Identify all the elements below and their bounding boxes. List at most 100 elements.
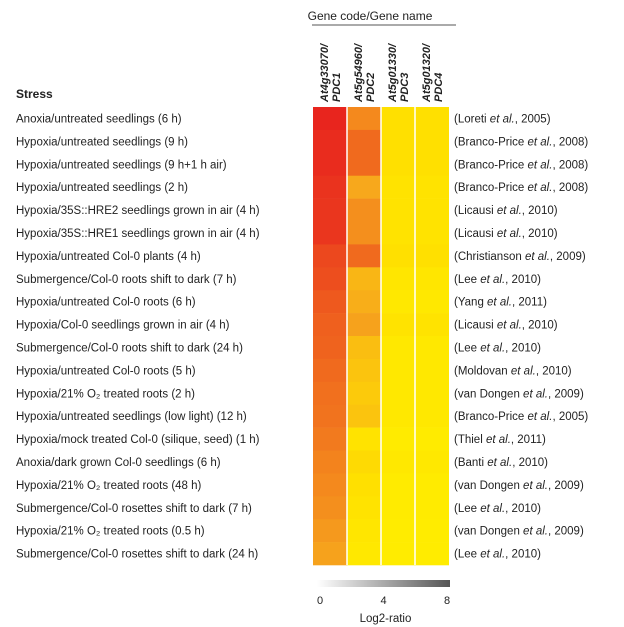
reference-etal: et al. bbox=[525, 251, 550, 263]
reference-etal: et al. bbox=[528, 159, 553, 171]
heatmap-cell bbox=[381, 358, 415, 383]
reference-etal: et al. bbox=[480, 549, 505, 561]
heatmap-cell bbox=[347, 473, 381, 497]
heatmap-cell bbox=[347, 221, 381, 245]
reference-etal: et al. bbox=[490, 113, 515, 125]
heatmap-cell bbox=[415, 427, 449, 451]
heatmap-cell bbox=[347, 336, 381, 360]
reference-year: , 2009) bbox=[548, 480, 584, 492]
heatmap-cell bbox=[347, 152, 381, 176]
reference-etal: et al. bbox=[487, 457, 512, 469]
column-name-label: PDC1 bbox=[331, 73, 343, 102]
heatmap-cell bbox=[313, 313, 347, 337]
reference-year: , 2010) bbox=[536, 365, 572, 377]
reference-author: (Thiel bbox=[454, 434, 486, 446]
stress-label: Submergence/Col-0 roots shift to dark (2… bbox=[16, 342, 243, 354]
reference-year: , 2005) bbox=[515, 113, 551, 125]
reference-label: (Lee et al., 2010) bbox=[454, 274, 541, 286]
heatmap-cell bbox=[415, 336, 449, 360]
heatmap-cell bbox=[415, 221, 449, 245]
reference-label: (Licausi et al., 2010) bbox=[454, 228, 558, 240]
reference-year: , 2010) bbox=[522, 320, 558, 332]
reference-author: (Lee bbox=[454, 549, 480, 561]
reference-etal: et al. bbox=[523, 480, 548, 492]
stress-label: Submergence/Col-0 rosettes shift to dark… bbox=[16, 503, 252, 515]
column-code-label: At5g01330/ bbox=[387, 42, 399, 103]
heatmap-cell bbox=[313, 450, 347, 474]
reference-author: (Yang bbox=[454, 297, 487, 309]
reference-author: (Lee bbox=[454, 503, 480, 515]
reference-year: , 2011) bbox=[511, 434, 546, 446]
heatmap-cell bbox=[415, 404, 449, 428]
heatmap-cell bbox=[347, 175, 381, 199]
stress-label: Hypoxia/21% O₂ treated roots (48 h) bbox=[16, 480, 202, 492]
heatmap-cell bbox=[415, 519, 449, 543]
reference-year: , 2011) bbox=[512, 297, 547, 309]
stress-label: Submergence/Col-0 roots shift to dark (7… bbox=[16, 274, 237, 286]
heatmap-cell bbox=[347, 290, 381, 314]
stress-label: Hypoxia/untreated seedlings (low light) … bbox=[16, 411, 247, 423]
heatmap-cell bbox=[313, 221, 347, 245]
heatmap-cell bbox=[347, 450, 381, 474]
reference-author: (Branco-Price bbox=[454, 182, 528, 194]
reference-label: (Lee et al., 2010) bbox=[454, 503, 541, 515]
heatmap-cell bbox=[381, 313, 415, 337]
reference-etal: et al. bbox=[480, 342, 505, 354]
heatmap-cell bbox=[415, 244, 449, 268]
stress-label: Hypoxia/untreated Col-0 plants (4 h) bbox=[16, 251, 201, 263]
heatmap-cell bbox=[347, 381, 381, 405]
heatmap-cell bbox=[347, 129, 381, 154]
column-headers: At4g33070/PDC1 At5g54960/PDC2 At5g01330/PD… bbox=[319, 42, 445, 103]
reference-label: (Branco-Price et al., 2008) bbox=[454, 159, 588, 171]
heatmap-cell bbox=[313, 175, 347, 199]
reference-label: (Branco-Price et al., 2005) bbox=[454, 411, 588, 423]
reference-etal: et al. bbox=[528, 182, 553, 194]
reference-label: (Yang et al., 2011) bbox=[454, 297, 547, 309]
heatmap-cell bbox=[381, 267, 415, 291]
reference-year: , 2008) bbox=[552, 159, 588, 171]
stress-label: Hypoxia/untreated Col-0 roots (5 h) bbox=[16, 365, 196, 377]
reference-year: , 2009) bbox=[548, 388, 584, 400]
legend-tick-label: 8 bbox=[444, 595, 450, 607]
reference-etal: et al. bbox=[528, 411, 553, 423]
heatmap-cell bbox=[415, 267, 449, 291]
gene-group-header: Gene code/Gene name bbox=[308, 9, 433, 23]
reference-year: , 2010) bbox=[505, 274, 541, 286]
reference-label: (Moldovan et al., 2010) bbox=[454, 365, 572, 377]
reference-author: (Banti bbox=[454, 457, 487, 469]
heatmap-cell bbox=[415, 496, 449, 520]
heatmap-cell bbox=[415, 381, 449, 405]
reference-year: , 2008) bbox=[552, 136, 588, 148]
heatmap-cell bbox=[347, 244, 381, 268]
heatmap-cell bbox=[381, 542, 415, 566]
heatmap-cell bbox=[347, 267, 381, 291]
heatmap-cell bbox=[313, 129, 347, 154]
reference-author: (van Dongen bbox=[454, 388, 523, 400]
reference-year: , 2010) bbox=[522, 228, 558, 240]
heatmap-cell bbox=[313, 267, 347, 291]
heatmap-cell bbox=[381, 381, 415, 405]
reference-author: (van Dongen bbox=[454, 480, 523, 492]
heatmap-cell bbox=[381, 221, 415, 245]
heatmap-cell bbox=[381, 152, 415, 176]
reference-label: (Banti et al., 2010) bbox=[454, 457, 548, 469]
reference-author: (Licausi bbox=[454, 205, 497, 217]
heatmap-cell bbox=[415, 198, 449, 222]
stress-label: Hypoxia/Col-0 seedlings grown in air (4 … bbox=[16, 320, 230, 332]
heatmap-cell bbox=[415, 473, 449, 497]
legend-color-bar bbox=[317, 580, 450, 587]
heatmap-cell bbox=[313, 290, 347, 314]
reference-label: (Loreti et al., 2005) bbox=[454, 113, 551, 125]
heatmap-cell bbox=[381, 107, 415, 131]
heatmap-cell bbox=[313, 496, 347, 520]
reference-author: (Licausi bbox=[454, 228, 497, 240]
reference-year: , 2010) bbox=[505, 549, 541, 561]
reference-author: (Moldovan bbox=[454, 365, 511, 377]
heatmap-cell bbox=[415, 313, 449, 337]
heatmap-cell bbox=[381, 496, 415, 520]
stress-label: Hypoxia/untreated seedlings (2 h) bbox=[16, 182, 188, 194]
row-labels: Anoxia/untreated seedlings (6 h) Hypoxia/… bbox=[16, 113, 260, 560]
stress-header: Stress bbox=[16, 87, 53, 101]
reference-year: , 2010) bbox=[522, 205, 558, 217]
heatmap-cells bbox=[313, 107, 449, 566]
